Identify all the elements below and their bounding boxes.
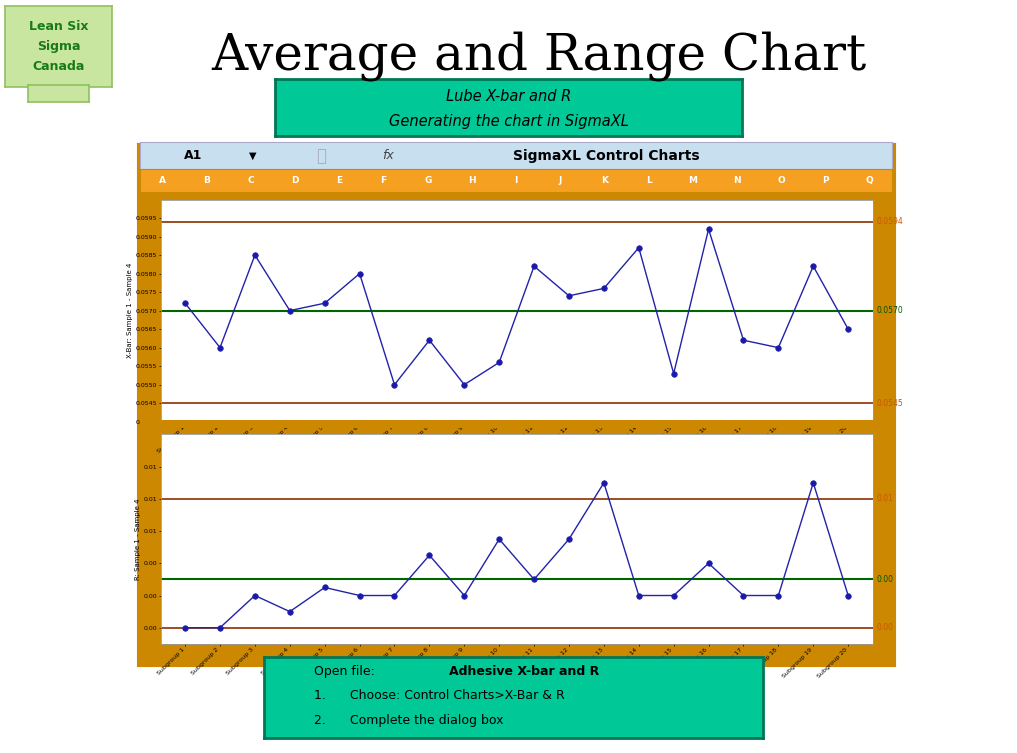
Text: 0.0545: 0.0545 <box>877 398 903 407</box>
Text: A: A <box>159 176 166 185</box>
Text: F: F <box>380 176 386 185</box>
Text: Sigma: Sigma <box>37 40 80 53</box>
Text: ⬭: ⬭ <box>315 147 325 165</box>
Text: P: P <box>823 176 829 185</box>
Text: Lean Six: Lean Six <box>28 20 88 32</box>
Text: SigmaXL Control Charts: SigmaXL Control Charts <box>513 149 700 163</box>
Text: I: I <box>515 176 518 185</box>
Text: N: N <box>733 176 741 185</box>
Text: O: O <box>778 176 785 185</box>
Text: J: J <box>558 176 562 185</box>
Text: fx: fx <box>382 149 395 163</box>
Text: D: D <box>291 176 299 185</box>
Text: L: L <box>646 176 652 185</box>
Text: 0.0594: 0.0594 <box>877 218 903 226</box>
Text: Open file:: Open file: <box>314 665 379 678</box>
Text: Q: Q <box>865 176 874 185</box>
Text: 2.      Complete the dialog box: 2. Complete the dialog box <box>314 714 503 727</box>
Text: 1.      Choose: Control Charts>X-Bar & R: 1. Choose: Control Charts>X-Bar & R <box>314 689 565 702</box>
Text: Canada: Canada <box>33 60 84 73</box>
Text: ▼: ▼ <box>249 151 257 161</box>
Text: Adhesive X-bar and R: Adhesive X-bar and R <box>448 665 599 678</box>
Text: 0.00: 0.00 <box>877 623 893 633</box>
Text: K: K <box>601 176 608 185</box>
Text: C: C <box>247 176 254 185</box>
Text: H: H <box>468 176 476 185</box>
Y-axis label: R: Sample 1 - Sample 4: R: Sample 1 - Sample 4 <box>135 498 140 580</box>
Text: Generating the chart in SigmaXL: Generating the chart in SigmaXL <box>388 114 629 129</box>
Text: 0.01: 0.01 <box>877 495 893 504</box>
Text: M: M <box>689 176 698 185</box>
Text: 0.0570: 0.0570 <box>877 306 903 315</box>
Text: E: E <box>337 176 343 185</box>
Y-axis label: X-Bar: Sample 1 - Sample 4: X-Bar: Sample 1 - Sample 4 <box>127 263 133 358</box>
Text: Average and Range Chart: Average and Range Chart <box>212 32 866 81</box>
Text: A1: A1 <box>184 149 202 163</box>
Text: G: G <box>424 176 431 185</box>
Text: 0.00: 0.00 <box>877 575 893 584</box>
Text: B: B <box>203 176 211 185</box>
Text: Lube X-bar and R: Lube X-bar and R <box>445 89 572 103</box>
